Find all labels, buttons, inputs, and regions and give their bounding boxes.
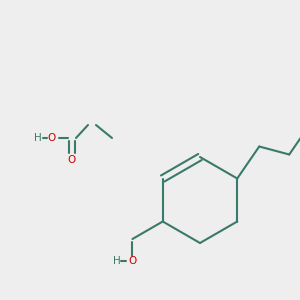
- Text: H: H: [34, 133, 42, 143]
- Text: O: O: [128, 256, 136, 266]
- Text: O: O: [48, 133, 56, 143]
- Text: H: H: [112, 256, 120, 266]
- Text: O: O: [68, 155, 76, 165]
